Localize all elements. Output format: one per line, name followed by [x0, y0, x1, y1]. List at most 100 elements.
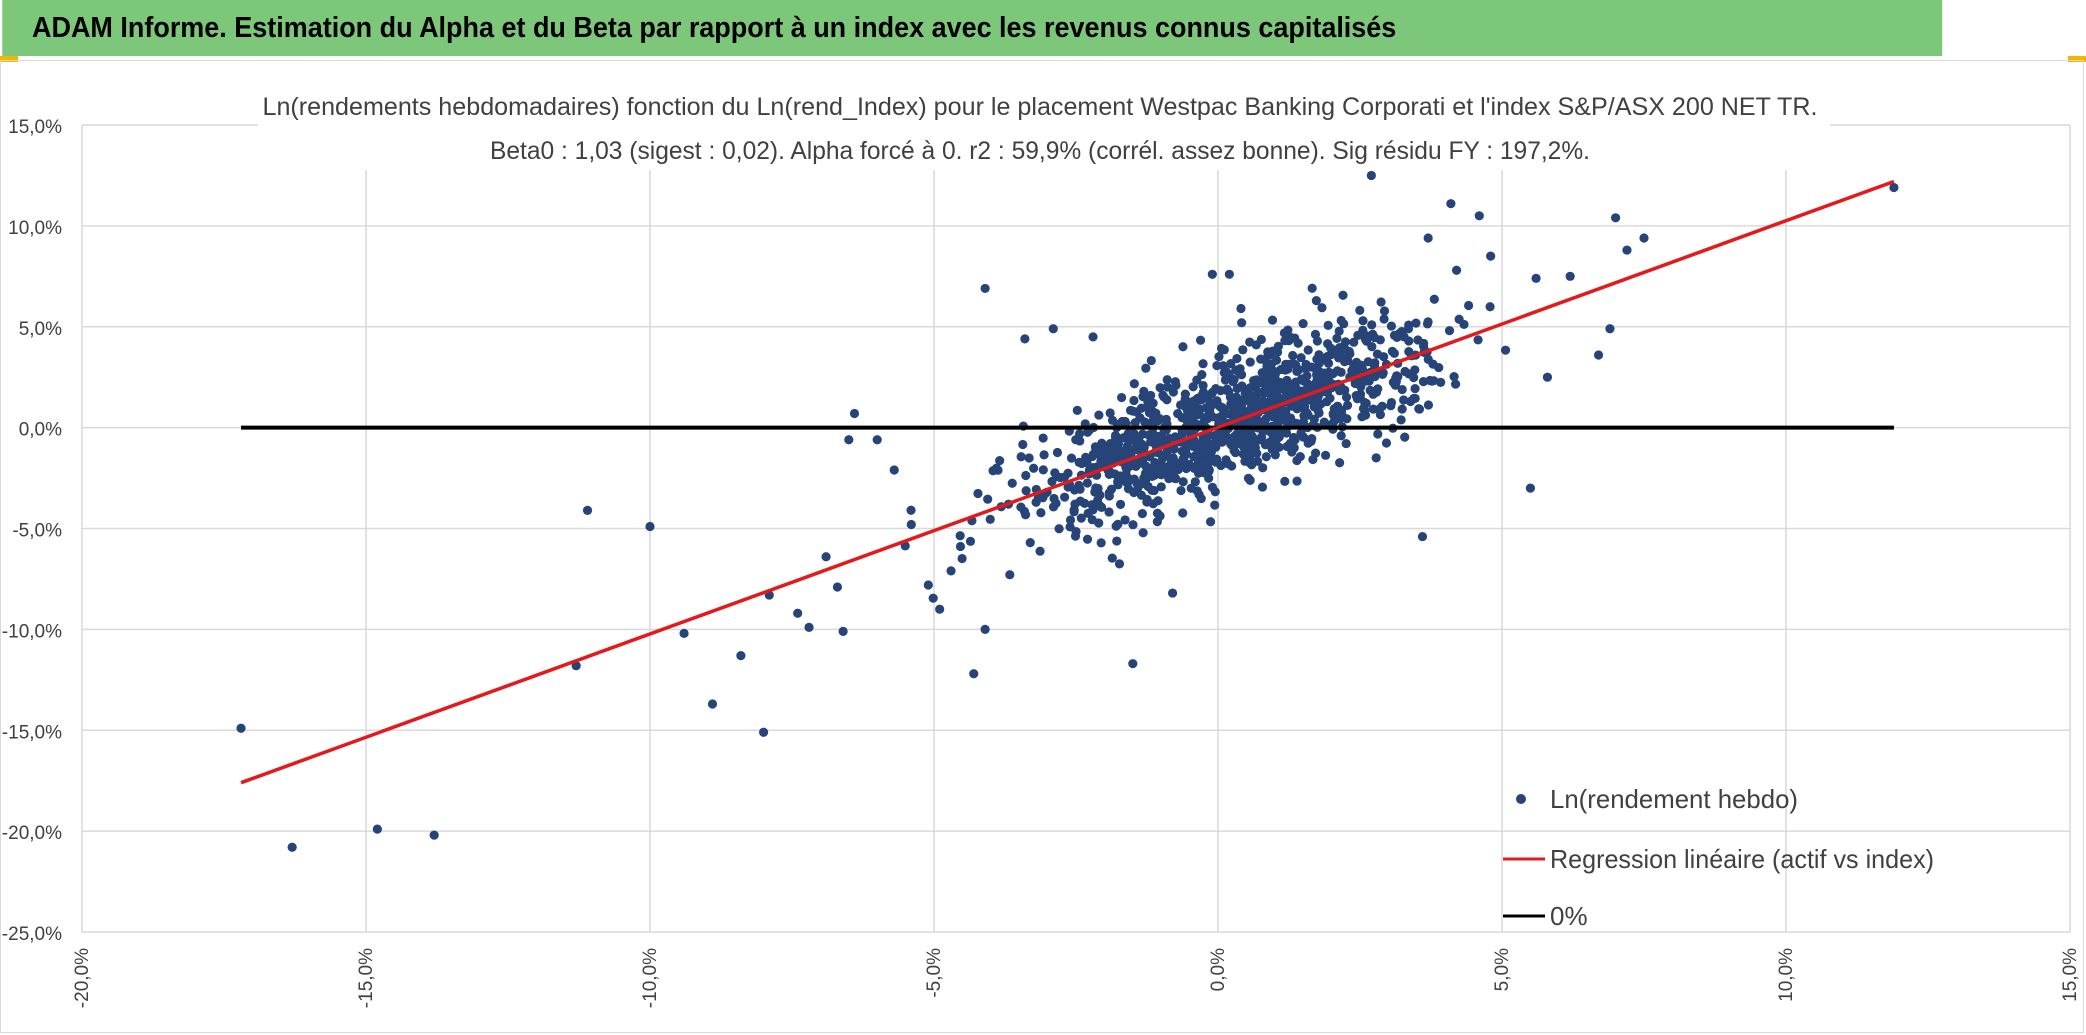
y-tick-label: -5,0% [12, 521, 62, 542]
scatter-point [1178, 477, 1188, 487]
scatter-point [1358, 375, 1368, 385]
scatter-point [1105, 439, 1116, 449]
scatter-point [1243, 473, 1254, 483]
x-tick-label: 0,0% [1208, 948, 1229, 991]
scatter-point [1096, 538, 1106, 548]
scatter-point [1195, 335, 1206, 345]
scatter-point [1358, 316, 1368, 326]
scatter-point [1129, 395, 1139, 406]
scatter-point [1252, 456, 1263, 466]
scatter-point [1413, 335, 1423, 345]
scatter-point [1379, 306, 1390, 316]
scatter-point [980, 624, 990, 634]
scatter-point [1090, 442, 1101, 452]
scatter-point [1094, 410, 1104, 420]
scatter-point [1239, 443, 1250, 453]
scatter-point [1263, 438, 1274, 448]
series-lines [240, 179, 1895, 785]
scatter-point [1335, 343, 1345, 353]
scatter-point [1247, 431, 1257, 442]
scatter-point [1337, 405, 1347, 415]
scatter-point [1141, 363, 1151, 373]
scatter-point [1198, 380, 1208, 391]
scatter-point [1339, 319, 1349, 329]
chart-subtitle: Beta0 : 1,03 (sigest : 0,02). Alpha forc… [490, 137, 1590, 165]
scatter-point [1368, 404, 1378, 414]
scatter-point [1332, 366, 1342, 376]
scatter-point [1069, 505, 1079, 515]
scatter-point [1639, 233, 1649, 243]
scatter-point [1377, 369, 1388, 380]
scatter-point [1289, 432, 1299, 443]
scatter-point [1312, 354, 1322, 364]
scatter-point [1451, 265, 1462, 275]
scatter-point [1351, 390, 1361, 401]
scatter-point [1080, 498, 1090, 508]
scatter-point [1362, 336, 1372, 346]
scatter-point [1219, 345, 1229, 355]
scatter-point [1291, 377, 1301, 387]
scatter-point [1162, 382, 1172, 392]
scatter-point [1171, 380, 1181, 390]
scatter-point [1525, 483, 1535, 493]
scatter-point [821, 552, 831, 562]
scatter-point [372, 824, 382, 834]
scatter-point [1373, 429, 1383, 439]
legend-marker-ln-rendement-hebdo [1516, 794, 1526, 804]
scatter-point [1054, 524, 1064, 534]
scatter-point [1245, 357, 1255, 367]
scatter-point [1267, 315, 1278, 325]
scatter-point [759, 727, 769, 737]
scatter-point [287, 842, 297, 852]
scatter-point [1074, 457, 1084, 467]
scatter-point [1423, 233, 1433, 243]
scatter-point [1341, 438, 1351, 449]
scatter-point [1180, 448, 1190, 458]
scatter-point [1379, 314, 1389, 324]
y-tick-label: 15,0% [8, 117, 62, 138]
scatter-point [1142, 494, 1152, 505]
scatter-point [1429, 294, 1439, 304]
scatter-point [1282, 441, 1292, 452]
scatter-point [1048, 324, 1058, 334]
scatter-point [983, 494, 993, 504]
scatter-point [1366, 170, 1376, 181]
scatter-point [1377, 401, 1387, 411]
scatter-point [1423, 317, 1433, 327]
scatter-point [1128, 520, 1138, 530]
scatter-point [1082, 534, 1093, 544]
scatter-point [1486, 251, 1496, 261]
scatter-point [1328, 409, 1338, 419]
scatter-point [1207, 388, 1217, 399]
scatter-point [1375, 409, 1385, 420]
scatter-point [1114, 474, 1124, 485]
scatter-point [988, 466, 998, 476]
scatter-point [429, 830, 439, 840]
scatter-point [1060, 492, 1070, 502]
scatter-point [1288, 350, 1298, 361]
scatter-point [1336, 431, 1346, 441]
scatter-point [1219, 435, 1230, 445]
scatter-point [1423, 354, 1433, 364]
scatter-point [1025, 538, 1035, 548]
scatter-point [1152, 508, 1163, 518]
y-tick-label: -20,0% [2, 823, 62, 844]
x-tick-label: -5,0% [924, 948, 945, 998]
scatter-point [1390, 380, 1400, 390]
scatter-point [928, 593, 938, 603]
scatter-point [1076, 513, 1086, 523]
scatter-point [1324, 367, 1334, 377]
scatter-point [1115, 499, 1126, 509]
x-axis-tick-labels: -20,0% -15,0% -10,0% -5,0% 0,0% 5,0% 10,0% 15,0… [72, 948, 2081, 1008]
scatter-point [1075, 436, 1085, 446]
scatter-point [1454, 314, 1464, 324]
scatter-point [1155, 383, 1165, 393]
scatter-point [1369, 332, 1380, 343]
scatter-point [1280, 476, 1290, 486]
scatter-point [1449, 372, 1459, 382]
scatter-point [1261, 452, 1271, 462]
scatter-point [1186, 411, 1196, 421]
scatter-point [1120, 515, 1130, 525]
scatter-point [1096, 502, 1107, 512]
scatter-point [1256, 354, 1266, 364]
